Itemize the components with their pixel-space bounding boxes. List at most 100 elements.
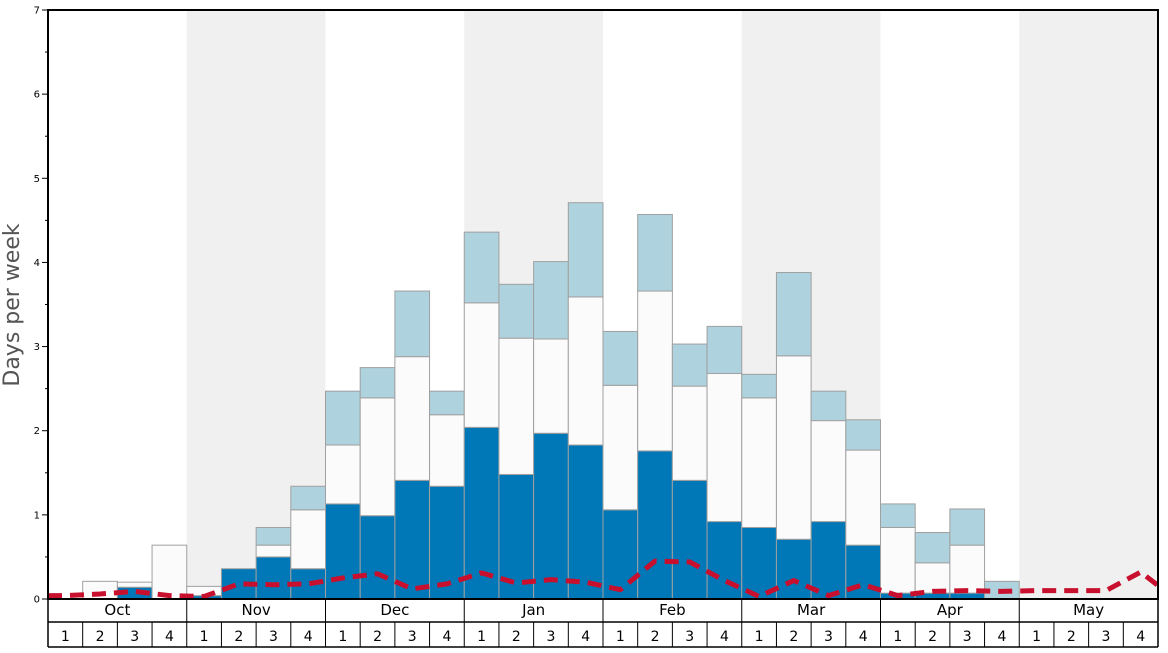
week-label: 3 (547, 629, 556, 645)
month-label: May (1073, 601, 1104, 619)
week-label: 3 (685, 629, 694, 645)
bar-segment (463, 426, 500, 600)
week-label: 2 (789, 629, 798, 645)
y-axis-label: Days per week (0, 223, 25, 386)
week-label: 2 (651, 629, 660, 645)
week-label: 3 (963, 629, 972, 645)
month-band (1019, 10, 1158, 599)
bar-segment (429, 414, 465, 487)
bar-segment (845, 419, 881, 451)
bar-segment (602, 384, 639, 511)
month-label: Nov (241, 601, 270, 619)
month-label: Feb (659, 601, 686, 619)
bar-segment (255, 544, 292, 558)
average-line-path (48, 558, 1160, 599)
week-label: 2 (928, 629, 937, 645)
week-label: 2 (373, 629, 382, 645)
week-label: 4 (997, 629, 1006, 645)
bar-segment (463, 302, 500, 428)
bar-segment (394, 479, 431, 600)
bar-segment (151, 544, 188, 600)
week-label: 1 (477, 629, 486, 645)
bar-segment (463, 231, 500, 304)
week-label: 4 (720, 629, 729, 645)
bars (82, 202, 1020, 600)
bar-segment (325, 503, 361, 600)
bar-segment (359, 397, 396, 517)
week-label: 3 (269, 629, 278, 645)
week-label: 4 (581, 629, 590, 645)
week-label: 4 (1136, 629, 1145, 645)
bar-segment (429, 390, 465, 416)
bar-segment (706, 325, 743, 374)
bar-segment (394, 356, 431, 481)
week-label: 2 (512, 629, 521, 645)
y-tick-label: 7 (34, 6, 40, 17)
bar-segment (498, 283, 535, 339)
bar-segment (880, 503, 916, 528)
week-label: 4 (304, 629, 313, 645)
bar-segment (394, 290, 431, 358)
bar-segment (775, 538, 812, 600)
week-label: 1 (755, 629, 764, 645)
bar-segment (116, 581, 153, 588)
y-tick-label: 4 (34, 258, 40, 269)
bar-segment (810, 420, 847, 523)
bar-segment (949, 508, 986, 546)
bar-segment (637, 450, 673, 600)
month-label: Oct (104, 601, 130, 619)
bar-segment (810, 390, 847, 422)
week-label: 3 (824, 629, 833, 645)
bar-segment (671, 479, 708, 600)
bar-segment (637, 290, 673, 452)
bar-segment (845, 449, 881, 546)
week-label: 4 (442, 629, 451, 645)
axes: 0 1 2 3 4 5 6 7 Oct Nov Dec Jan Feb Mar Apr May 1 2 3 4 1 2 3 4… (34, 6, 1159, 648)
bar-segment (914, 562, 951, 594)
bar-segment (602, 509, 639, 600)
bar-segment (775, 272, 812, 357)
bar-segment (602, 330, 639, 386)
bar-segment (880, 526, 916, 594)
y-tick-label: 2 (34, 426, 40, 437)
week-label: 4 (859, 629, 868, 645)
bar-segment (567, 444, 604, 600)
y-tick-label: 1 (34, 510, 40, 521)
week-label: 2 (96, 629, 105, 645)
average-line (48, 558, 1160, 599)
bar-segment (359, 367, 396, 399)
y-tick-label: 0 (34, 595, 40, 606)
bar-segment (741, 373, 777, 399)
bar-segment (325, 390, 361, 446)
week-label: 2 (234, 629, 243, 645)
y-tick-label: 5 (34, 174, 40, 185)
y-tick-label: 6 (34, 90, 40, 101)
bar-segment (637, 213, 673, 292)
bar-segment (775, 355, 812, 540)
week-label: 1 (200, 629, 209, 645)
month-label: Dec (380, 601, 409, 619)
month-label: Mar (797, 601, 826, 619)
bar-segment (255, 556, 292, 600)
bar-segment (533, 432, 569, 600)
bar-segment (949, 544, 986, 594)
bar-segment (533, 338, 569, 434)
bar-segment (290, 509, 326, 570)
bar-segment (533, 261, 569, 340)
week-label: 1 (893, 629, 902, 645)
week-label: 2 (1067, 629, 1076, 645)
bar-segment (671, 343, 708, 387)
y-tick-label: 3 (34, 342, 40, 353)
bar-segment (706, 372, 743, 523)
bar-segment (255, 526, 292, 546)
week-label: 3 (1102, 629, 1111, 645)
bar-segment (671, 385, 708, 481)
week-label: 1 (1032, 629, 1041, 645)
bar-segment (810, 521, 847, 600)
week-label: 1 (61, 629, 70, 645)
week-label: 3 (408, 629, 417, 645)
bar-segment (567, 296, 604, 446)
bar-segment (359, 515, 396, 600)
